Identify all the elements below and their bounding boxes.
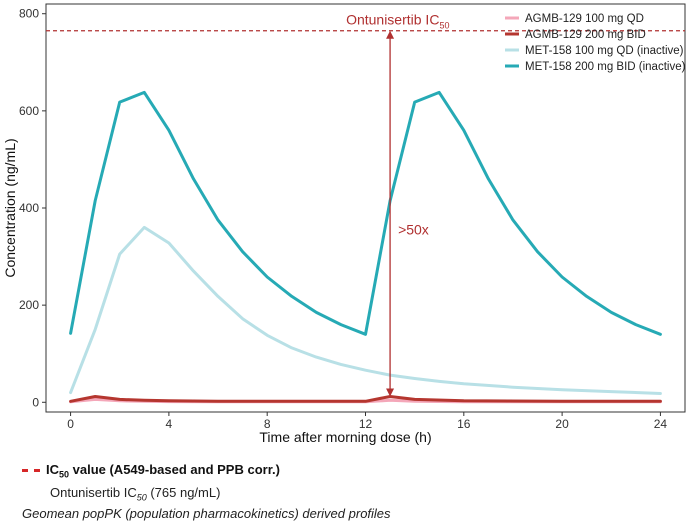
y-tick-label: 800 (19, 7, 39, 21)
x-tick-label: 4 (166, 417, 173, 431)
fold-label: >50x (398, 222, 429, 238)
y-axis-label: Concentration (ng/mL) (2, 138, 18, 277)
legend-entry: MET-158 100 mg QD (inactive) (525, 45, 684, 57)
red-dash-swatch (22, 469, 40, 473)
legend-entry: AGMB-129 100 mg QD (525, 13, 644, 25)
x-tick-label: 0 (67, 417, 74, 431)
legend-entry: AGMB-129 200 mg BID (525, 29, 646, 41)
ic50-label: Ontunisertib IC50 (346, 12, 449, 31)
fold-arrow-head-top (386, 30, 395, 39)
plot-area: 0 4 8 12 16 20 24 0 200 400 600 800 Time after morni… (2, 3, 686, 445)
x-tick-label: 20 (555, 417, 569, 431)
series-line (69, 90, 662, 336)
y-tick-label: 200 (19, 298, 39, 312)
ic50-legend-value: Ontunisertib IC50 (765 ng/mL) (50, 484, 221, 503)
y-tick-label: 600 (19, 104, 39, 118)
x-tick-label: 24 (654, 417, 668, 431)
x-tick-label: 12 (359, 417, 373, 431)
x-tick-label: 8 (264, 417, 271, 431)
ic50-legend-title: IC50 value (A549-based and PPB corr.) (46, 462, 280, 480)
series-line (69, 395, 662, 403)
fold-arrow-head-bottom (386, 388, 395, 397)
profile-note: Geomean popPK (population pharmacokineti… (22, 506, 391, 521)
ic50-legend: IC50 value (A549-based and PPB corr.) On… (22, 461, 280, 506)
legend-entry: MET-158 200 mg BID (inactive) (525, 61, 686, 73)
series-line (69, 225, 662, 395)
y-tick-label: 400 (19, 201, 39, 215)
concentration-chart: 0 4 8 12 16 20 24 0 200 400 600 800 Time after morni… (2, 3, 686, 445)
y-tick-label: 0 (32, 395, 39, 409)
x-tick-label: 16 (457, 417, 471, 431)
x-axis-label: Time after morning dose (h) (259, 429, 431, 445)
